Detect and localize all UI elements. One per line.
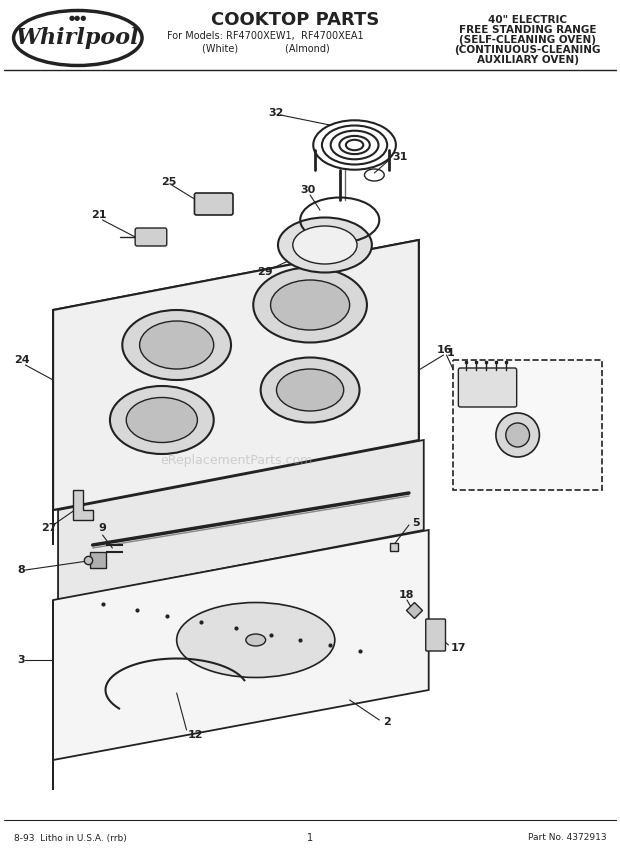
FancyBboxPatch shape: [426, 619, 446, 651]
Ellipse shape: [122, 310, 231, 380]
Text: 17: 17: [451, 643, 466, 653]
Ellipse shape: [253, 267, 367, 342]
Text: For Models: RF4700XEW1,  RF4700XEA1: For Models: RF4700XEW1, RF4700XEA1: [167, 31, 364, 41]
Text: 1: 1: [446, 348, 454, 358]
Text: 24: 24: [14, 355, 29, 365]
Text: 31: 31: [392, 152, 407, 162]
Text: (White)               (Almond): (White) (Almond): [202, 43, 329, 53]
Text: eReplacementParts.com: eReplacementParts.com: [160, 454, 312, 467]
Circle shape: [496, 413, 539, 457]
Text: 29: 29: [257, 267, 272, 277]
Text: 27: 27: [42, 523, 57, 533]
Text: 18: 18: [398, 590, 414, 600]
Text: 16: 16: [436, 345, 453, 355]
Ellipse shape: [177, 603, 335, 677]
Ellipse shape: [246, 634, 265, 646]
Text: (CONTINUOUS-CLEANING: (CONTINUOUS-CLEANING: [454, 45, 601, 55]
Text: 2: 2: [383, 717, 391, 727]
Text: COOKTOP PARTS: COOKTOP PARTS: [211, 11, 379, 29]
Text: 12: 12: [187, 730, 203, 740]
FancyBboxPatch shape: [453, 360, 601, 490]
Text: 8: 8: [17, 565, 25, 575]
Polygon shape: [58, 440, 423, 600]
FancyBboxPatch shape: [195, 193, 233, 215]
Ellipse shape: [110, 386, 214, 454]
Ellipse shape: [260, 358, 360, 423]
Ellipse shape: [270, 280, 350, 330]
Polygon shape: [53, 240, 419, 510]
Ellipse shape: [293, 226, 357, 264]
Text: 9: 9: [99, 523, 107, 533]
Text: 40" ELECTRIC: 40" ELECTRIC: [488, 15, 567, 25]
Text: Part No. 4372913: Part No. 4372913: [528, 834, 606, 842]
FancyBboxPatch shape: [458, 368, 516, 407]
Text: 30: 30: [301, 185, 316, 195]
FancyBboxPatch shape: [135, 228, 167, 246]
Text: AUXILIARY OVEN): AUXILIARY OVEN): [477, 55, 578, 65]
Ellipse shape: [277, 369, 343, 411]
Text: (SELF-CLEANING OVEN): (SELF-CLEANING OVEN): [459, 35, 596, 45]
Ellipse shape: [140, 321, 214, 369]
Polygon shape: [53, 530, 428, 760]
Text: 5: 5: [412, 518, 420, 528]
Text: ●●●: ●●●: [69, 15, 87, 21]
Text: FREE STANDING RANGE: FREE STANDING RANGE: [459, 25, 596, 35]
Text: 25: 25: [161, 177, 177, 187]
Text: 21: 21: [91, 210, 106, 220]
Ellipse shape: [126, 397, 197, 443]
Text: 32: 32: [269, 108, 284, 118]
Polygon shape: [73, 490, 92, 520]
Ellipse shape: [278, 217, 372, 272]
Text: Whirlpool: Whirlpool: [16, 27, 140, 49]
Text: 3: 3: [17, 655, 25, 665]
Text: 1: 1: [307, 833, 313, 843]
Text: 8-93  Litho in U.S.A. (rrb): 8-93 Litho in U.S.A. (rrb): [14, 834, 126, 842]
Circle shape: [506, 423, 529, 447]
